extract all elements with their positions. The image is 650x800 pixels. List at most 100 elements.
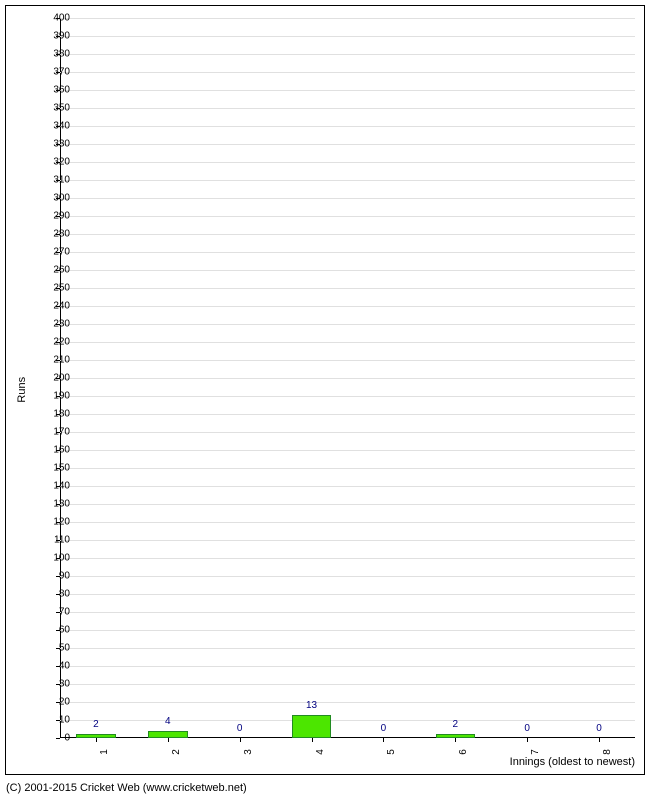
grid-line: [60, 666, 635, 667]
y-tick-label: 370: [40, 67, 70, 78]
grid-line: [60, 162, 635, 163]
grid-line: [60, 198, 635, 199]
chart-container: Runs 12243041350627080 Innings (oldest t…: [0, 0, 650, 800]
grid-line: [60, 108, 635, 109]
x-tick-label: 6: [458, 749, 469, 755]
y-tick-label: 390: [40, 31, 70, 42]
grid-line: [60, 432, 635, 433]
y-tick-label: 120: [40, 517, 70, 528]
y-tick-label: 0: [40, 733, 70, 744]
grid-line: [60, 630, 635, 631]
y-tick-label: 90: [40, 571, 70, 582]
x-tick-mark: [168, 738, 169, 742]
grid-line: [60, 36, 635, 37]
grid-line: [60, 720, 635, 721]
x-tick-mark: [383, 738, 384, 742]
y-tick-label: 180: [40, 409, 70, 420]
x-tick-label: 8: [602, 749, 613, 755]
y-tick-label: 330: [40, 139, 70, 150]
y-tick-label: 400: [40, 13, 70, 24]
y-tick-label: 270: [40, 247, 70, 258]
y-tick-label: 210: [40, 355, 70, 366]
grid-line: [60, 360, 635, 361]
grid-line: [60, 702, 635, 703]
grid-line: [60, 72, 635, 73]
y-axis-title: Runs: [16, 377, 28, 403]
bar: [148, 731, 188, 738]
grid-line: [60, 396, 635, 397]
grid-line: [60, 54, 635, 55]
y-tick-label: 350: [40, 103, 70, 114]
grid-line: [60, 486, 635, 487]
grid-line: [60, 90, 635, 91]
x-tick-mark: [312, 738, 313, 742]
y-tick-label: 80: [40, 589, 70, 600]
x-tick-label: 2: [171, 749, 182, 755]
grid-line: [60, 324, 635, 325]
grid-line: [60, 252, 635, 253]
y-tick-label: 170: [40, 427, 70, 438]
y-tick-label: 160: [40, 445, 70, 456]
x-tick-label: 3: [243, 749, 254, 755]
grid-line: [60, 450, 635, 451]
y-tick-label: 100: [40, 553, 70, 564]
x-tick-label: 1: [99, 749, 110, 755]
y-tick-label: 10: [40, 715, 70, 726]
grid-line: [60, 684, 635, 685]
grid-line: [60, 288, 635, 289]
bar-value-label: 0: [524, 723, 530, 734]
y-tick-label: 70: [40, 607, 70, 618]
bar-value-label: 0: [237, 723, 243, 734]
y-tick-label: 310: [40, 175, 70, 186]
y-tick-label: 230: [40, 319, 70, 330]
bar-value-label: 0: [381, 723, 387, 734]
y-tick-label: 30: [40, 679, 70, 690]
x-tick-mark: [527, 738, 528, 742]
x-axis-title: Innings (oldest to newest): [510, 756, 635, 768]
grid-line: [60, 306, 635, 307]
bar-value-label: 4: [165, 716, 171, 727]
y-tick-label: 190: [40, 391, 70, 402]
y-tick-label: 240: [40, 301, 70, 312]
y-tick-label: 60: [40, 625, 70, 636]
grid-line: [60, 414, 635, 415]
x-tick-mark: [455, 738, 456, 742]
y-tick-label: 320: [40, 157, 70, 168]
y-tick-label: 340: [40, 121, 70, 132]
y-tick-label: 130: [40, 499, 70, 510]
grid-line: [60, 126, 635, 127]
bar-value-label: 2: [453, 719, 459, 730]
grid-line: [60, 270, 635, 271]
x-tick-mark: [96, 738, 97, 742]
bar-value-label: 13: [306, 700, 317, 711]
grid-line: [60, 216, 635, 217]
y-tick-label: 140: [40, 481, 70, 492]
y-tick-label: 280: [40, 229, 70, 240]
grid-line: [60, 144, 635, 145]
x-tick-label: 7: [530, 749, 541, 755]
y-tick-label: 110: [40, 535, 70, 546]
grid-line: [60, 612, 635, 613]
y-tick-label: 380: [40, 49, 70, 60]
grid-line: [60, 18, 635, 19]
grid-line: [60, 576, 635, 577]
grid-line: [60, 594, 635, 595]
y-tick-label: 150: [40, 463, 70, 474]
copyright-text: (C) 2001-2015 Cricket Web (www.cricketwe…: [6, 782, 247, 794]
bar-value-label: 0: [596, 723, 602, 734]
plot-area: 12243041350627080: [60, 18, 635, 738]
y-tick-label: 290: [40, 211, 70, 222]
y-tick-label: 260: [40, 265, 70, 276]
grid-line: [60, 522, 635, 523]
x-tick-label: 4: [315, 749, 326, 755]
x-axis-line: [60, 737, 635, 738]
grid-line: [60, 180, 635, 181]
y-tick-label: 250: [40, 283, 70, 294]
grid-line: [60, 504, 635, 505]
y-tick-label: 200: [40, 373, 70, 384]
y-tick-label: 50: [40, 643, 70, 654]
bar: [76, 734, 116, 738]
y-tick-label: 360: [40, 85, 70, 96]
grid-line: [60, 342, 635, 343]
grid-line: [60, 234, 635, 235]
